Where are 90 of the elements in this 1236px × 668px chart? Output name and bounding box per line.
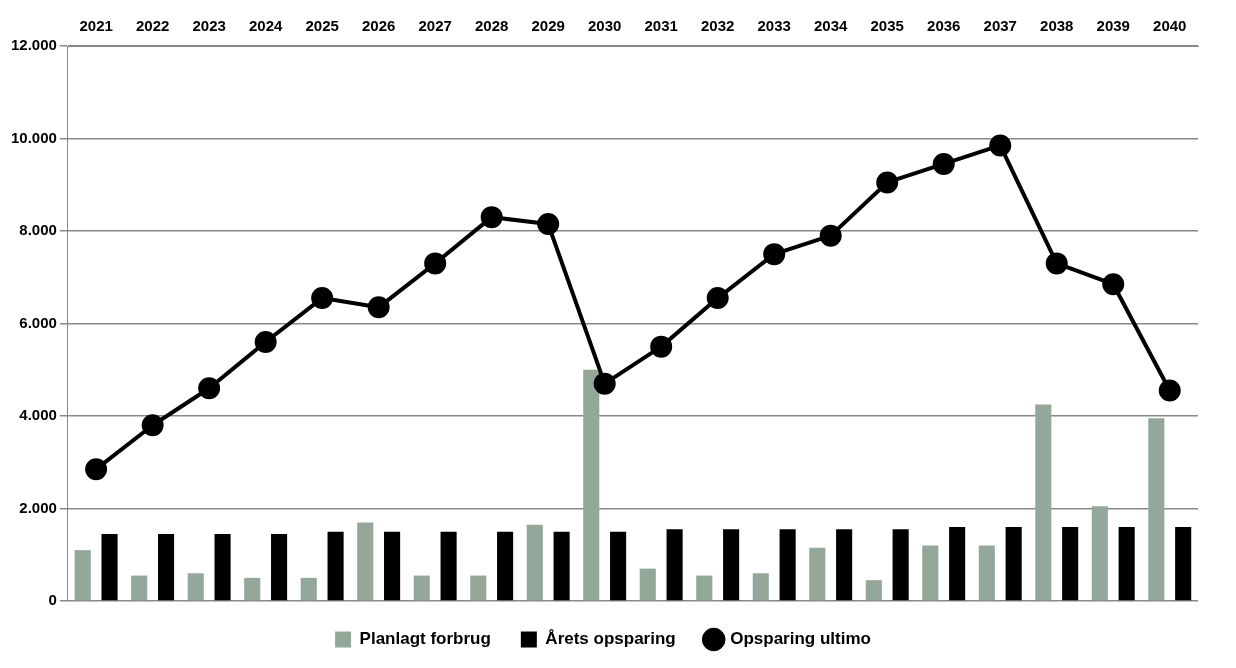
- point: [1102, 273, 1125, 296]
- y-tick-label: 8.000: [19, 221, 57, 239]
- bar: [583, 369, 600, 601]
- bar: [470, 575, 487, 601]
- bar: [779, 529, 796, 601]
- bar: [836, 529, 853, 601]
- point: [85, 458, 108, 481]
- x-tick-label: 2026: [361, 17, 396, 35]
- x-tick-label: 2028: [474, 17, 509, 35]
- x-tick-label: 2036: [927, 17, 961, 35]
- bar: [922, 545, 939, 601]
- legend-label: Planlagt forbrug: [359, 629, 491, 649]
- bar: [101, 533, 118, 601]
- x-tick-label: 2032: [701, 17, 735, 35]
- y-tick-label: 4.000: [19, 406, 57, 424]
- x-tick-label: 2030: [588, 17, 622, 35]
- bar: [1148, 418, 1165, 601]
- x-tick-label: 2038: [1040, 17, 1074, 35]
- bar: [1062, 527, 1079, 601]
- legend-label: Årets opsparing: [545, 629, 676, 649]
- point: [593, 372, 616, 395]
- bar: [892, 529, 909, 601]
- point: [819, 224, 842, 247]
- point: [198, 377, 221, 400]
- bar: [214, 533, 231, 601]
- bar: [440, 531, 457, 601]
- y-tick-label: 12.000: [10, 36, 57, 54]
- x-tick-label: 2027: [418, 17, 452, 35]
- point: [650, 335, 673, 358]
- bar: [158, 533, 175, 601]
- bar: [1091, 506, 1108, 601]
- x-tick-label: 2024: [248, 17, 283, 35]
- x-tick-label: 2035: [870, 17, 904, 35]
- bar: [1118, 527, 1135, 601]
- bar: [1035, 404, 1052, 601]
- bar: [696, 575, 713, 601]
- point: [1045, 252, 1068, 275]
- x-tick-label: 2039: [1096, 17, 1130, 35]
- bar: [357, 522, 374, 601]
- bar: [413, 575, 430, 601]
- y-tick-label: 6.000: [19, 313, 57, 331]
- x-tick-label: 2022: [135, 17, 170, 35]
- point: [367, 296, 390, 319]
- legend-label: Opsparing ultimo: [730, 629, 871, 649]
- bar: [723, 529, 740, 601]
- bar: [187, 573, 204, 601]
- x-tick-label: 2040: [1153, 17, 1187, 35]
- point: [254, 331, 277, 353]
- y-tick-label: 0: [48, 591, 57, 609]
- point: [1158, 379, 1181, 402]
- x-tick-label: 2021: [79, 17, 113, 35]
- bar: [752, 573, 769, 601]
- x-tick-label: 2033: [757, 17, 791, 35]
- point: [537, 213, 560, 236]
- x-tick-label: 2029: [531, 17, 565, 35]
- y-tick-label: 2.000: [19, 498, 57, 516]
- point: [706, 287, 729, 310]
- bar: [666, 529, 683, 601]
- bar: [949, 527, 966, 601]
- bar: [809, 547, 826, 601]
- bar: [497, 531, 514, 601]
- bar: [327, 531, 344, 601]
- bar: [553, 531, 570, 601]
- bar: [1005, 527, 1022, 601]
- x-tick-label: 2025: [305, 17, 339, 35]
- bar: [865, 580, 882, 601]
- point: [763, 243, 786, 266]
- bar: [639, 568, 656, 601]
- x-tick-label: 2037: [983, 17, 1017, 35]
- bar: [526, 524, 543, 601]
- bar: [978, 545, 995, 601]
- bar: [1175, 527, 1192, 601]
- point: [141, 414, 164, 437]
- bar: [384, 531, 401, 601]
- bar: [300, 577, 317, 601]
- bar: [271, 533, 288, 601]
- x-tick-label: 2034: [814, 17, 849, 35]
- bar: [74, 550, 91, 601]
- bar: [244, 577, 261, 601]
- bar: [610, 531, 627, 601]
- bar: [131, 575, 148, 601]
- point: [311, 287, 334, 310]
- point: [480, 206, 503, 229]
- point: [424, 252, 447, 275]
- x-tick-label: 2031: [644, 17, 678, 35]
- x-tick-label: 2023: [192, 17, 226, 35]
- point: [876, 171, 899, 194]
- point: [989, 134, 1012, 157]
- point: [932, 152, 955, 175]
- y-tick-label: 10.000: [10, 128, 57, 146]
